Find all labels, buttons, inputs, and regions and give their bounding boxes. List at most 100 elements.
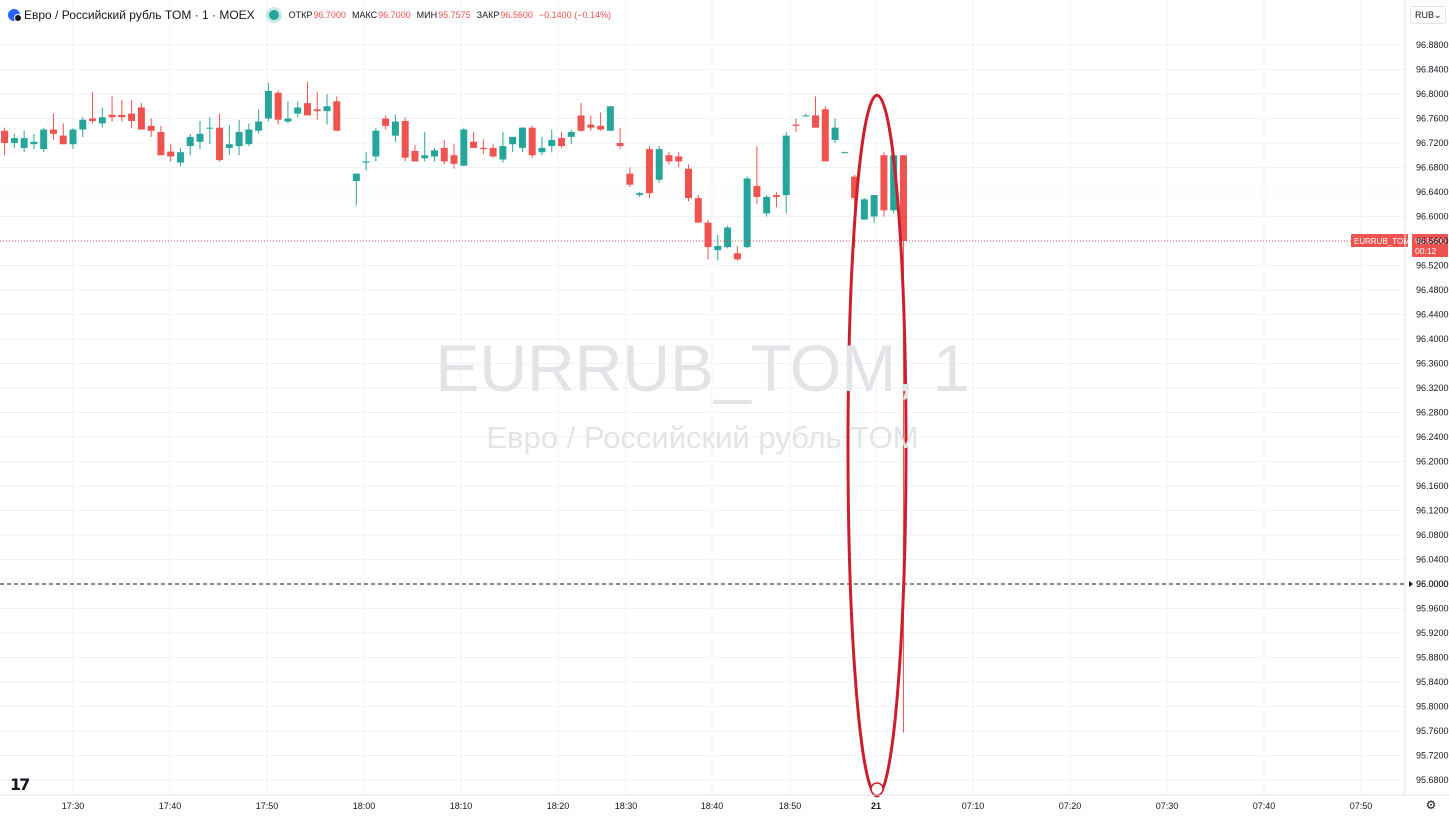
candle-body[interactable] — [821, 109, 829, 162]
candle-body[interactable] — [597, 125, 605, 130]
candle-body[interactable] — [479, 147, 487, 150]
candle-body[interactable] — [499, 146, 507, 160]
candle-body[interactable] — [460, 129, 468, 166]
candle-body[interactable] — [372, 130, 380, 157]
candle-body[interactable] — [587, 124, 595, 128]
candle-body[interactable] — [890, 155, 898, 211]
candle-body[interactable] — [49, 129, 57, 134]
candle-body[interactable] — [851, 176, 859, 199]
candle-body[interactable] — [352, 173, 360, 181]
candle-body[interactable] — [59, 135, 67, 145]
candle-body[interactable] — [118, 114, 126, 118]
candle-body[interactable] — [216, 127, 224, 161]
candle-body[interactable] — [802, 115, 810, 117]
candle-body[interactable] — [128, 113, 136, 121]
highlight-ellipse[interactable] — [846, 93, 908, 798]
candle-body[interactable] — [782, 135, 790, 196]
candle-body[interactable] — [518, 127, 526, 148]
candle-body[interactable] — [841, 152, 849, 154]
candle-body[interactable] — [899, 155, 907, 241]
candle-body[interactable] — [40, 129, 48, 150]
candle-body[interactable] — [548, 139, 556, 147]
candle-body[interactable] — [303, 103, 311, 116]
candle-body[interactable] — [753, 185, 761, 197]
candle-body[interactable] — [606, 106, 614, 131]
candle-body[interactable] — [421, 155, 429, 159]
candle-body[interactable] — [391, 121, 399, 136]
candle-body[interactable] — [665, 155, 673, 162]
candle-body[interactable] — [69, 129, 77, 145]
candle-body[interactable] — [274, 92, 282, 120]
candle-body[interactable] — [743, 178, 751, 248]
currency-dropdown[interactable]: RUB ⌄ — [1410, 6, 1446, 24]
candle-body[interactable] — [167, 151, 175, 157]
candle-body[interactable] — [636, 193, 644, 196]
candle-body[interactable] — [655, 149, 663, 180]
candle-body[interactable] — [685, 168, 693, 199]
candle-body[interactable] — [860, 199, 868, 220]
candle-body[interactable] — [176, 152, 184, 163]
candle-body[interactable] — [509, 136, 517, 145]
candle-body[interactable] — [284, 118, 292, 122]
candle-body[interactable] — [430, 150, 438, 157]
candle-body[interactable] — [323, 106, 331, 112]
candle-body[interactable] — [411, 150, 419, 162]
candle-body[interactable] — [206, 127, 214, 129]
candle-body[interactable] — [470, 141, 478, 148]
candle-body[interactable] — [567, 131, 575, 137]
candle-body[interactable] — [264, 90, 272, 119]
candle-body[interactable] — [714, 245, 722, 251]
candle-body[interactable] — [313, 109, 321, 112]
market-status-icon[interactable] — [268, 10, 279, 20]
event-marker-icon[interactable] — [870, 782, 884, 796]
candle-body[interactable] — [186, 136, 194, 147]
candle-body[interactable] — [645, 149, 653, 194]
candle-body[interactable] — [255, 121, 263, 131]
symbol-title[interactable]: Евро / Российский рубль TOM · 1 · MOEX — [24, 8, 255, 22]
candle-body[interactable] — [108, 114, 116, 118]
candle-body[interactable] — [763, 196, 771, 214]
candle-body[interactable] — [772, 195, 780, 197]
candle-body[interactable] — [616, 143, 624, 147]
candle-body[interactable] — [704, 222, 712, 248]
candle-body[interactable] — [79, 119, 87, 130]
candle-body[interactable] — [30, 141, 38, 145]
candle-body[interactable] — [577, 115, 585, 131]
candle-body[interactable] — [831, 127, 839, 140]
candle-body[interactable] — [626, 173, 634, 185]
candle-body[interactable] — [675, 156, 683, 162]
gear-icon[interactable]: ⚙ — [1425, 798, 1437, 812]
candle-body[interactable] — [157, 131, 165, 156]
candle-body[interactable] — [235, 131, 243, 147]
candle-body[interactable] — [245, 129, 253, 145]
candle-body[interactable] — [489, 147, 497, 157]
candle-body[interactable] — [20, 138, 28, 148]
candle-body[interactable] — [401, 120, 409, 158]
candle-body[interactable] — [137, 107, 145, 130]
tradingview-logo[interactable]: 17 — [10, 775, 30, 794]
candle-body[interactable] — [724, 227, 732, 248]
candle-body[interactable] — [812, 115, 820, 128]
candle-body[interactable] — [880, 155, 888, 211]
candle-body[interactable] — [98, 117, 106, 124]
candle-body[interactable] — [870, 195, 878, 217]
candle-body[interactable] — [147, 125, 155, 131]
candle-body[interactable] — [1, 130, 9, 143]
candle-body[interactable] — [558, 138, 565, 147]
candle-body[interactable] — [382, 118, 390, 126]
candle-body[interactable] — [362, 161, 370, 163]
candle-body[interactable] — [694, 198, 702, 223]
candle-body[interactable] — [528, 127, 536, 156]
candle-body[interactable] — [294, 107, 302, 114]
candle-body[interactable] — [440, 147, 448, 162]
candle-body[interactable] — [792, 124, 800, 126]
candle-body[interactable] — [733, 253, 741, 260]
candle-body[interactable] — [538, 147, 546, 153]
candle-body[interactable] — [10, 138, 18, 143]
candle-body[interactable] — [225, 144, 233, 148]
candle-body[interactable] — [333, 101, 341, 131]
candle-body[interactable] — [89, 118, 97, 121]
candle-body[interactable] — [450, 155, 458, 164]
candle-body[interactable] — [196, 133, 204, 142]
